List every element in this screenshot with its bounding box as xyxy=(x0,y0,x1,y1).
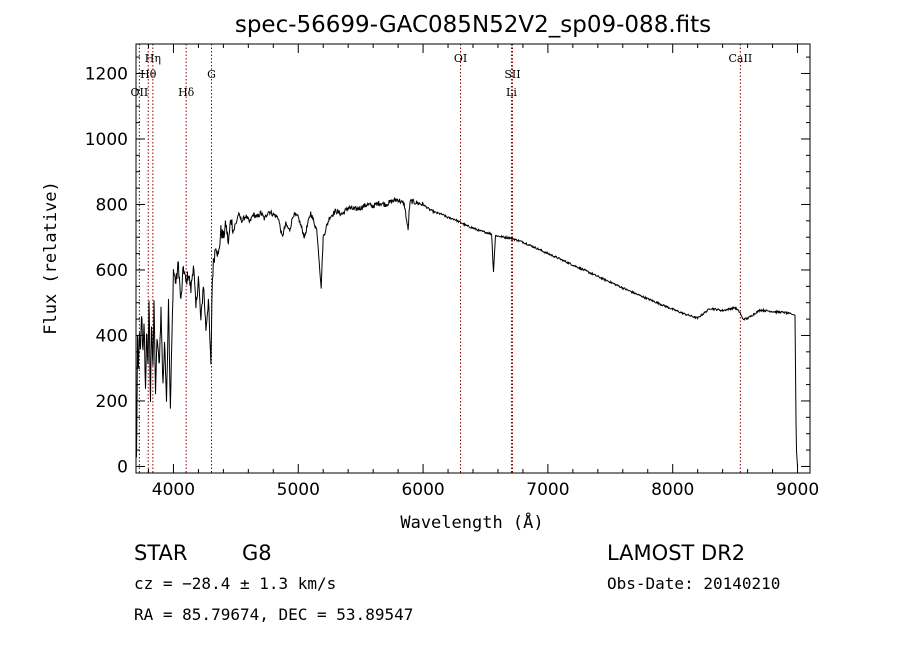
x-tick-label: 9000 xyxy=(776,480,819,500)
x-axis-label: Wavelength (Å) xyxy=(400,511,543,533)
y-tick-label: 400 xyxy=(96,326,128,346)
obs-date: Obs-Date: 20140210 xyxy=(607,574,780,593)
coordinates: RA = 85.79674, DEC = 53.89547 xyxy=(134,605,413,624)
marker-label: SII xyxy=(504,68,520,81)
x-tick-label: 6000 xyxy=(401,480,444,500)
marker-label: CaII xyxy=(729,52,753,65)
marker-label: Hθ xyxy=(140,68,157,81)
x-tick-label: 7000 xyxy=(526,480,569,500)
y-tick-label: 1000 xyxy=(85,130,128,150)
chart-title: spec-56699-GAC085N52V2_sp09-088.fits xyxy=(235,12,711,38)
plot-frame xyxy=(135,43,811,474)
marker-label: OI xyxy=(454,52,467,65)
object-subclass: G8 xyxy=(242,541,272,565)
y-tick-label: 600 xyxy=(96,261,128,281)
marker-label: G xyxy=(207,68,216,81)
x-tick-label: 8000 xyxy=(651,480,694,500)
marker-label: Hη xyxy=(145,52,161,65)
spectrum-line xyxy=(135,196,798,467)
y-axis-label: Flux (relative) xyxy=(41,181,61,335)
x-tick-label: 5000 xyxy=(277,480,320,500)
y-tick-label: 0 xyxy=(117,457,128,477)
x-tick-label: 4000 xyxy=(152,480,195,500)
marker-label: Li xyxy=(506,86,517,99)
velocity-readout: cz = −28.4 ± 1.3 km/s xyxy=(134,574,336,593)
survey-name: LAMOST DR2 xyxy=(607,541,745,565)
y-tick-label: 1200 xyxy=(85,64,128,84)
y-tick-label: 800 xyxy=(96,195,128,215)
spectrum-series xyxy=(135,196,798,467)
marker-label: OII xyxy=(131,86,149,99)
marker-label: Hδ xyxy=(178,86,195,99)
y-tick-label: 200 xyxy=(96,392,128,412)
object-class: STAR xyxy=(134,541,187,565)
line-markers: OII Hθ Hη Hδ G OI SII Li CaII xyxy=(131,44,753,473)
axis-ticks: 4000 5000 6000 7000 8000 9000 0 200 400 600 800 100… xyxy=(85,44,819,500)
